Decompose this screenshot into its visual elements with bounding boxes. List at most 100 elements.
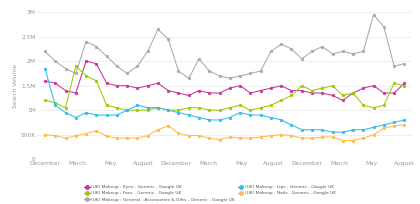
- (UK) Makeup : Lips - Generic - Google UK: (0.771, 6e+05): Lips - Generic - Google UK: (0.771, 6e+0…: [320, 129, 325, 131]
- (UK) Makeup : Nails - Generic - Google UK: (0.143, 5.8e+05): Nails - Generic - Google UK: (0.143, 5.8…: [94, 130, 99, 132]
- (UK) Makeup : Lips - Generic - Google UK: (0.886, 6e+05): Lips - Generic - Google UK: (0.886, 6e+0…: [361, 129, 366, 131]
- (UK) Makeup : Face - Generic - Google UK: (0.686, 1.3e+06): Face - Generic - Google UK: (0.686, 1.3e…: [289, 94, 294, 97]
- (UK) Makeup : Face - Generic - Google UK: (0.886, 1.1e+06): Face - Generic - Google UK: (0.886, 1.1e…: [361, 104, 366, 106]
- (UK) Makeup : Face - Generic - Google UK: (0.0286, 1.15e+06): Face - Generic - Google UK: (0.0286, 1.1…: [53, 102, 58, 104]
- (UK) Makeup : Face - Generic - Google UK: (0, 1.2e+06): Face - Generic - Google UK: (0, 1.2e+06): [42, 99, 47, 102]
- (UK) Makeup : General - Accessories & Gifts - Generic - Google UK: (0.829, 2.2e+06): General - Accessories & Gifts - Generic …: [340, 50, 345, 53]
- (UK) Makeup : Face - Generic - Google UK: (0.629, 1.1e+06): Face - Generic - Google UK: (0.629, 1.1e…: [268, 104, 273, 106]
- (UK) Makeup : Nails - Generic - Google UK: (0.229, 4.3e+05): Nails - Generic - Google UK: (0.229, 4.3…: [125, 137, 130, 139]
- (UK) Makeup : Face - Generic - Google UK: (1, 1.5e+06): Face - Generic - Google UK: (1, 1.5e+06): [402, 84, 407, 87]
- (UK) Makeup : General - Accessories & Gifts - Generic - Google UK: (0.629, 2.2e+06): General - Accessories & Gifts - Generic …: [268, 50, 273, 53]
- Line: (UK) Makeup : Face - Generic - Google UK: (UK) Makeup : Face - Generic - Google UK: [44, 65, 406, 111]
- (UK) Makeup : Lips - Generic - Google UK: (0.743, 6e+05): Lips - Generic - Google UK: (0.743, 6e+0…: [310, 129, 315, 131]
- (UK) Makeup : Face - Generic - Google UK: (0.771, 1.45e+06): Face - Generic - Google UK: (0.771, 1.45…: [320, 87, 325, 89]
- (UK) Makeup : Nails - Generic - Google UK: (0.343, 6.8e+05): Nails - Generic - Google UK: (0.343, 6.8…: [166, 125, 171, 127]
- (UK) Makeup : Eyes - Generic - Google UK: (0.857, 1.35e+06): Eyes - Generic - Google UK: (0.857, 1.35…: [351, 92, 356, 94]
- (UK) Makeup : Eyes - Generic - Google UK: (0.0571, 1.4e+06): Eyes - Generic - Google UK: (0.0571, 1.4…: [63, 89, 68, 92]
- (UK) Makeup : Eyes - Generic - Google UK: (0.429, 1.4e+06): Eyes - Generic - Google UK: (0.429, 1.4e…: [197, 89, 202, 92]
- (UK) Makeup : Face - Generic - Google UK: (0.543, 1.1e+06): Face - Generic - Google UK: (0.543, 1.1e…: [238, 104, 243, 106]
- Line: (UK) Makeup : Lips - Generic - Google UK: (UK) Makeup : Lips - Generic - Google UK: [44, 67, 406, 133]
- (UK) Makeup : Face - Generic - Google UK: (0.829, 1.3e+06): Face - Generic - Google UK: (0.829, 1.3e…: [340, 94, 345, 97]
- (UK) Makeup : Lips - Generic - Google UK: (0.0857, 8.5e+05): Lips - Generic - Google UK: (0.0857, 8.5…: [73, 116, 78, 119]
- (UK) Makeup : Lips - Generic - Google UK: (0.943, 7e+05): Lips - Generic - Google UK: (0.943, 7e+0…: [381, 124, 386, 126]
- (UK) Makeup : Nails - Generic - Google UK: (0.486, 4e+05): Nails - Generic - Google UK: (0.486, 4e+…: [217, 138, 222, 141]
- (UK) Makeup : Face - Generic - Google UK: (0.714, 1.5e+06): Face - Generic - Google UK: (0.714, 1.5e…: [299, 84, 304, 87]
- (UK) Makeup : General - Accessories & Gifts - Generic - Google UK: (0.714, 2.05e+06): General - Accessories & Gifts - Generic …: [299, 58, 304, 60]
- (UK) Makeup : General - Accessories & Gifts - Generic - Google UK: (0.857, 2.15e+06): General - Accessories & Gifts - Generic …: [351, 53, 356, 55]
- (UK) Makeup : Lips - Generic - Google UK: (0.486, 8e+05): Lips - Generic - Google UK: (0.486, 8e+0…: [217, 119, 222, 121]
- (UK) Makeup : Lips - Generic - Google UK: (0.829, 5.5e+05): Lips - Generic - Google UK: (0.829, 5.5e…: [340, 131, 345, 133]
- (UK) Makeup : General - Accessories & Gifts - Generic - Google UK: (0, 2.2e+06): General - Accessories & Gifts - Generic …: [42, 50, 47, 53]
- (UK) Makeup : Eyes - Generic - Google UK: (0.829, 1.2e+06): Eyes - Generic - Google UK: (0.829, 1.2e…: [340, 99, 345, 102]
- (UK) Makeup : Lips - Generic - Google UK: (0.971, 7.5e+05): Lips - Generic - Google UK: (0.971, 7.5e…: [391, 121, 396, 124]
- (UK) Makeup : Face - Generic - Google UK: (0.6, 1.05e+06): Face - Generic - Google UK: (0.6, 1.05e+…: [258, 106, 263, 109]
- (UK) Makeup : Eyes - Generic - Google UK: (0.543, 1.5e+06): Eyes - Generic - Google UK: (0.543, 1.5e…: [238, 84, 243, 87]
- (UK) Makeup : Face - Generic - Google UK: (0.371, 1e+06): Face - Generic - Google UK: (0.371, 1e+0…: [176, 109, 181, 111]
- (UK) Makeup : Eyes - Generic - Google UK: (0.657, 1.5e+06): Eyes - Generic - Google UK: (0.657, 1.5e…: [278, 84, 284, 87]
- (UK) Makeup : Face - Generic - Google UK: (0.171, 1.1e+06): Face - Generic - Google UK: (0.171, 1.1e…: [104, 104, 109, 106]
- (UK) Makeup : General - Accessories & Gifts - Generic - Google UK: (0.571, 1.75e+06): General - Accessories & Gifts - Generic …: [248, 72, 253, 75]
- (UK) Makeup : Eyes - Generic - Google UK: (0.257, 1.45e+06): Eyes - Generic - Google UK: (0.257, 1.45…: [135, 87, 140, 89]
- (UK) Makeup : General - Accessories & Gifts - Generic - Google UK: (0.743, 2.2e+06): General - Accessories & Gifts - Generic …: [310, 50, 315, 53]
- (UK) Makeup : Eyes - Generic - Google UK: (0.714, 1.4e+06): Eyes - Generic - Google UK: (0.714, 1.4e…: [299, 89, 304, 92]
- (UK) Makeup : Lips - Generic - Google UK: (0.314, 1.05e+06): Lips - Generic - Google UK: (0.314, 1.05…: [155, 106, 160, 109]
- (UK) Makeup : Lips - Generic - Google UK: (0.429, 8.5e+05): Lips - Generic - Google UK: (0.429, 8.5e…: [197, 116, 202, 119]
- (UK) Makeup : Face - Generic - Google UK: (0.2, 1.05e+06): Face - Generic - Google UK: (0.2, 1.05e+…: [114, 106, 119, 109]
- (UK) Makeup : Nails - Generic - Google UK: (0.0857, 4.8e+05): Nails - Generic - Google UK: (0.0857, 4.…: [73, 134, 78, 137]
- (UK) Makeup : Eyes - Generic - Google UK: (0.571, 1.35e+06): Eyes - Generic - Google UK: (0.571, 1.35…: [248, 92, 253, 94]
- (UK) Makeup : Lips - Generic - Google UK: (0.629, 8.5e+05): Lips - Generic - Google UK: (0.629, 8.5e…: [268, 116, 273, 119]
- (UK) Makeup : Lips - Generic - Google UK: (0.143, 9e+05): Lips - Generic - Google UK: (0.143, 9e+0…: [94, 114, 99, 116]
- (UK) Makeup : General - Accessories & Gifts - Generic - Google UK: (0.2, 1.9e+06): General - Accessories & Gifts - Generic …: [114, 65, 119, 67]
- (UK) Makeup : Eyes - Generic - Google UK: (0.229, 1.5e+06): Eyes - Generic - Google UK: (0.229, 1.5e…: [125, 84, 130, 87]
- (UK) Makeup : General - Accessories & Gifts - Generic - Google UK: (0.114, 2.4e+06): General - Accessories & Gifts - Generic …: [84, 40, 89, 43]
- (UK) Makeup : Eyes - Generic - Google UK: (0.286, 1.5e+06): Eyes - Generic - Google UK: (0.286, 1.5e…: [145, 84, 150, 87]
- (UK) Makeup : Nails - Generic - Google UK: (0.829, 3.8e+05): Nails - Generic - Google UK: (0.829, 3.8…: [340, 139, 345, 142]
- (UK) Makeup : General - Accessories & Gifts - Generic - Google UK: (0.371, 1.8e+06): General - Accessories & Gifts - Generic …: [176, 70, 181, 72]
- (UK) Makeup : General - Accessories & Gifts - Generic - Google UK: (0.257, 1.9e+06): General - Accessories & Gifts - Generic …: [135, 65, 140, 67]
- (UK) Makeup : Eyes - Generic - Google UK: (0.4, 1.3e+06): Eyes - Generic - Google UK: (0.4, 1.3e+0…: [186, 94, 191, 97]
- (UK) Makeup : Nails - Generic - Google UK: (0.886, 4.3e+05): Nails - Generic - Google UK: (0.886, 4.3…: [361, 137, 366, 139]
- (UK) Makeup : General - Accessories & Gifts - Generic - Google UK: (0.657, 2.35e+06): General - Accessories & Gifts - Generic …: [278, 43, 284, 45]
- (UK) Makeup : Nails - Generic - Google UK: (0.257, 4.3e+05): Nails - Generic - Google UK: (0.257, 4.3…: [135, 137, 140, 139]
- (UK) Makeup : General - Accessories & Gifts - Generic - Google UK: (0.543, 1.7e+06): General - Accessories & Gifts - Generic …: [238, 75, 243, 77]
- (UK) Makeup : General - Accessories & Gifts - Generic - Google UK: (0.8, 2.15e+06): General - Accessories & Gifts - Generic …: [330, 53, 335, 55]
- (UK) Makeup : Lips - Generic - Google UK: (0.714, 6e+05): Lips - Generic - Google UK: (0.714, 6e+0…: [299, 129, 304, 131]
- Line: (UK) Makeup : General - Accessories & Gifts - Generic - Google UK: (UK) Makeup : General - Accessories & Gi…: [44, 13, 406, 80]
- (UK) Makeup : Lips - Generic - Google UK: (0.229, 1e+06): Lips - Generic - Google UK: (0.229, 1e+0…: [125, 109, 130, 111]
- (UK) Makeup : Nails - Generic - Google UK: (0.0286, 4.8e+05): Nails - Generic - Google UK: (0.0286, 4.…: [53, 134, 58, 137]
- (UK) Makeup : Nails - Generic - Google UK: (0.686, 4.8e+05): Nails - Generic - Google UK: (0.686, 4.8…: [289, 134, 294, 137]
- Line: (UK) Makeup : Eyes - Generic - Google UK: (UK) Makeup : Eyes - Generic - Google UK: [44, 60, 406, 102]
- (UK) Makeup : Eyes - Generic - Google UK: (0.457, 1.35e+06): Eyes - Generic - Google UK: (0.457, 1.35…: [207, 92, 212, 94]
- (UK) Makeup : Lips - Generic - Google UK: (0.857, 6e+05): Lips - Generic - Google UK: (0.857, 6e+0…: [351, 129, 356, 131]
- (UK) Makeup : Nails - Generic - Google UK: (0, 5e+05): Nails - Generic - Google UK: (0, 5e+05): [42, 133, 47, 136]
- (UK) Makeup : Lips - Generic - Google UK: (0.543, 9.5e+05): Lips - Generic - Google UK: (0.543, 9.5e…: [238, 111, 243, 114]
- (UK) Makeup : Nails - Generic - Google UK: (0.2, 4.3e+05): Nails - Generic - Google UK: (0.2, 4.3e+…: [114, 137, 119, 139]
- (UK) Makeup : Nails - Generic - Google UK: (0.543, 4.3e+05): Nails - Generic - Google UK: (0.543, 4.3…: [238, 137, 243, 139]
- (UK) Makeup : Lips - Generic - Google UK: (0.514, 8.5e+05): Lips - Generic - Google UK: (0.514, 8.5e…: [227, 116, 232, 119]
- (UK) Makeup : Lips - Generic - Google UK: (0.686, 7e+05): Lips - Generic - Google UK: (0.686, 7e+0…: [289, 124, 294, 126]
- (UK) Makeup : Face - Generic - Google UK: (0.0571, 1.05e+06): Face - Generic - Google UK: (0.0571, 1.0…: [63, 106, 68, 109]
- (UK) Makeup : General - Accessories & Gifts - Generic - Google UK: (0.886, 2.2e+06): General - Accessories & Gifts - Generic …: [361, 50, 366, 53]
- (UK) Makeup : Nails - Generic - Google UK: (0.314, 6e+05): Nails - Generic - Google UK: (0.314, 6e+…: [155, 129, 160, 131]
- (UK) Makeup : Lips - Generic - Google UK: (0.171, 9e+05): Lips - Generic - Google UK: (0.171, 9e+0…: [104, 114, 109, 116]
- (UK) Makeup : General - Accessories & Gifts - Generic - Google UK: (0.171, 2.1e+06): General - Accessories & Gifts - Generic …: [104, 55, 109, 58]
- (UK) Makeup : General - Accessories & Gifts - Generic - Google UK: (0.943, 2.7e+06): General - Accessories & Gifts - Generic …: [381, 26, 386, 28]
- (UK) Makeup : Face - Generic - Google UK: (0.457, 1e+06): Face - Generic - Google UK: (0.457, 1e+0…: [207, 109, 212, 111]
- (UK) Makeup : Face - Generic - Google UK: (0.971, 1.55e+06): Face - Generic - Google UK: (0.971, 1.55…: [391, 82, 396, 84]
- (UK) Makeup : Nails - Generic - Google UK: (0.971, 6.8e+05): Nails - Generic - Google UK: (0.971, 6.8…: [391, 125, 396, 127]
- (UK) Makeup : Eyes - Generic - Google UK: (0.914, 1.5e+06): Eyes - Generic - Google UK: (0.914, 1.5e…: [371, 84, 376, 87]
- (UK) Makeup : Nails - Generic - Google UK: (0.914, 5e+05): Nails - Generic - Google UK: (0.914, 5e+…: [371, 133, 376, 136]
- (UK) Makeup : Nails - Generic - Google UK: (0.514, 4.5e+05): Nails - Generic - Google UK: (0.514, 4.5…: [227, 136, 232, 138]
- (UK) Makeup : Nails - Generic - Google UK: (0.457, 4.3e+05): Nails - Generic - Google UK: (0.457, 4.3…: [207, 137, 212, 139]
- (UK) Makeup : Eyes - Generic - Google UK: (0.514, 1.45e+06): Eyes - Generic - Google UK: (0.514, 1.45…: [227, 87, 232, 89]
- (UK) Makeup : General - Accessories & Gifts - Generic - Google UK: (0.686, 2.25e+06): General - Accessories & Gifts - Generic …: [289, 48, 294, 50]
- (UK) Makeup : Nails - Generic - Google UK: (0.629, 4.8e+05): Nails - Generic - Google UK: (0.629, 4.8…: [268, 134, 273, 137]
- (UK) Makeup : Eyes - Generic - Google UK: (0.486, 1.35e+06): Eyes - Generic - Google UK: (0.486, 1.35…: [217, 92, 222, 94]
- (UK) Makeup : General - Accessories & Gifts - Generic - Google UK: (0.914, 2.95e+06): General - Accessories & Gifts - Generic …: [371, 13, 376, 16]
- (UK) Makeup : General - Accessories & Gifts - Generic - Google UK: (0.0286, 2e+06): General - Accessories & Gifts - Generic …: [53, 60, 58, 62]
- (UK) Makeup : Eyes - Generic - Google UK: (1, 1.55e+06): Eyes - Generic - Google UK: (1, 1.55e+06…: [402, 82, 407, 84]
- (UK) Makeup : Lips - Generic - Google UK: (0.371, 9.5e+05): Lips - Generic - Google UK: (0.371, 9.5e…: [176, 111, 181, 114]
- (UK) Makeup : Nails - Generic - Google UK: (0.429, 4.8e+05): Nails - Generic - Google UK: (0.429, 4.8…: [197, 134, 202, 137]
- (UK) Makeup : Eyes - Generic - Google UK: (0.743, 1.35e+06): Eyes - Generic - Google UK: (0.743, 1.35…: [310, 92, 315, 94]
- (UK) Makeup : Eyes - Generic - Google UK: (0.0286, 1.55e+06): Eyes - Generic - Google UK: (0.0286, 1.5…: [53, 82, 58, 84]
